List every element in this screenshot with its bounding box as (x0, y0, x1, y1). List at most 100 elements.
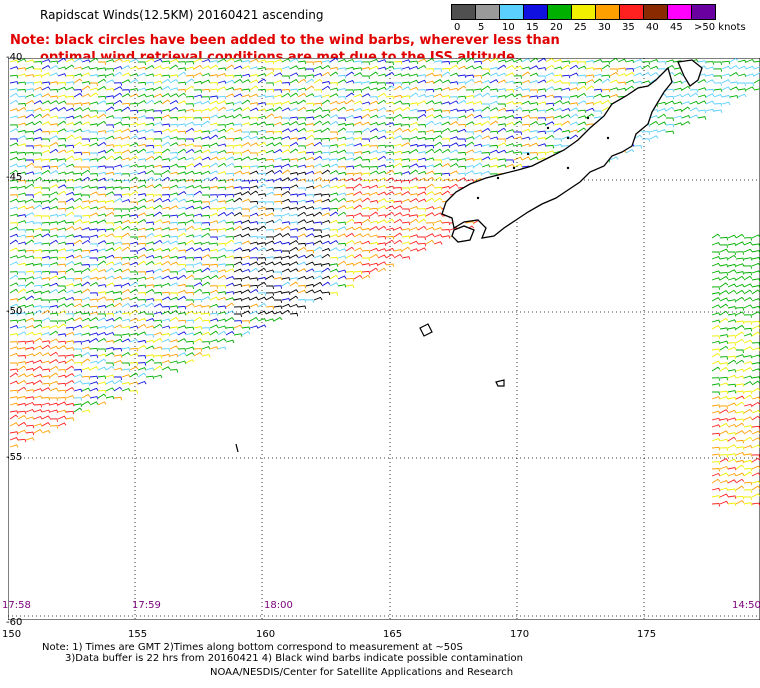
wind-barb (329, 170, 339, 175)
wind-barb (145, 94, 155, 98)
wind-barb (305, 165, 315, 169)
wind-barb (73, 303, 83, 308)
wind-barb (361, 215, 371, 219)
wind-barb (161, 318, 171, 323)
wind-barb (137, 193, 147, 197)
wind-barb (217, 296, 227, 301)
wind-barb (314, 229, 322, 233)
wind-barb (441, 67, 451, 72)
wind-barb (719, 362, 729, 366)
colorbar-swatch (523, 4, 548, 20)
wind-barb (441, 61, 451, 65)
wind-barb (161, 260, 171, 266)
wind-barb (377, 66, 387, 71)
wind-barb (129, 109, 139, 114)
wind-barb (49, 206, 59, 210)
wind-barb (145, 99, 155, 105)
wind-barb (17, 402, 27, 407)
wind-barb (257, 165, 267, 170)
wind-barb (753, 66, 760, 70)
wind-barb (593, 73, 603, 78)
wind-barb (241, 191, 251, 196)
wind-barb (433, 135, 443, 140)
wind-barb (33, 309, 43, 315)
wind-barb (57, 144, 67, 148)
wind-barb (209, 289, 219, 294)
wind-barb (193, 234, 203, 239)
wind-barb (153, 211, 163, 217)
wind-barb (73, 407, 83, 413)
wind-barb (81, 303, 91, 308)
wind-barb (313, 150, 323, 154)
wind-barb (97, 150, 107, 154)
wind-barb (577, 100, 587, 105)
wind-barb (17, 312, 27, 316)
wind-barb (425, 170, 435, 175)
wind-barb (41, 72, 51, 77)
wind-barb (585, 85, 595, 91)
wind-barb (137, 143, 147, 148)
wind-barb (9, 352, 19, 357)
wind-barb (161, 248, 171, 252)
wind-barb (727, 458, 737, 463)
wind-barb (457, 165, 467, 170)
wind-barb (513, 101, 523, 106)
lon-label-165: 165 (383, 629, 403, 640)
wind-barb (73, 348, 82, 352)
wind-barb (41, 81, 51, 85)
wind-barb (449, 108, 459, 112)
wind-barb (49, 148, 59, 154)
wind-barb (57, 82, 67, 86)
wind-barb (711, 256, 721, 260)
wind-barb (265, 275, 275, 280)
wind-barb (521, 71, 531, 77)
wind-barb (545, 72, 555, 77)
wind-barb (313, 206, 323, 211)
wind-barb (425, 88, 435, 93)
wind-barb (569, 82, 579, 86)
wind-barb (711, 438, 721, 442)
auckland-islands-outline (419, 323, 433, 337)
wind-barb (217, 115, 227, 119)
wind-barb (585, 74, 595, 78)
wind-barb (33, 128, 43, 133)
wind-barb (305, 116, 315, 121)
wind-barb (73, 121, 83, 126)
wind-barb (41, 340, 51, 344)
wind-barb (225, 156, 235, 161)
wind-barb (161, 176, 171, 182)
wind-barb (601, 61, 611, 65)
wind-barb (113, 92, 123, 98)
wind-barb (217, 291, 227, 295)
wind-barb (161, 186, 171, 190)
wind-barb (41, 179, 51, 184)
wind-barb (377, 107, 387, 112)
wind-barb (129, 206, 139, 211)
wind-barb (497, 142, 507, 147)
wind-barb (121, 219, 131, 224)
wind-barb (105, 222, 115, 226)
wind-barb (265, 113, 275, 119)
wind-barb (185, 257, 195, 261)
wind-barb (665, 88, 675, 93)
wind-barb (529, 135, 539, 140)
wind-barb (719, 282, 729, 288)
wind-barb (121, 79, 131, 84)
wind-barb (751, 485, 760, 491)
wind-barb (433, 241, 443, 245)
wind-barb (743, 496, 752, 500)
wind-barb (9, 332, 19, 337)
wind-barb (65, 242, 75, 247)
wind-barb (105, 374, 115, 378)
wind-barb (321, 207, 331, 211)
wind-barb (177, 331, 187, 336)
wind-barb (81, 312, 91, 316)
wind-barb (17, 395, 27, 400)
wind-barb (545, 121, 555, 126)
wind-barb (337, 143, 347, 147)
wind-barb (719, 340, 729, 345)
wind-barb (377, 92, 387, 98)
wind-barb (210, 236, 218, 240)
wind-barb (193, 171, 203, 176)
wind-barb (727, 335, 737, 339)
